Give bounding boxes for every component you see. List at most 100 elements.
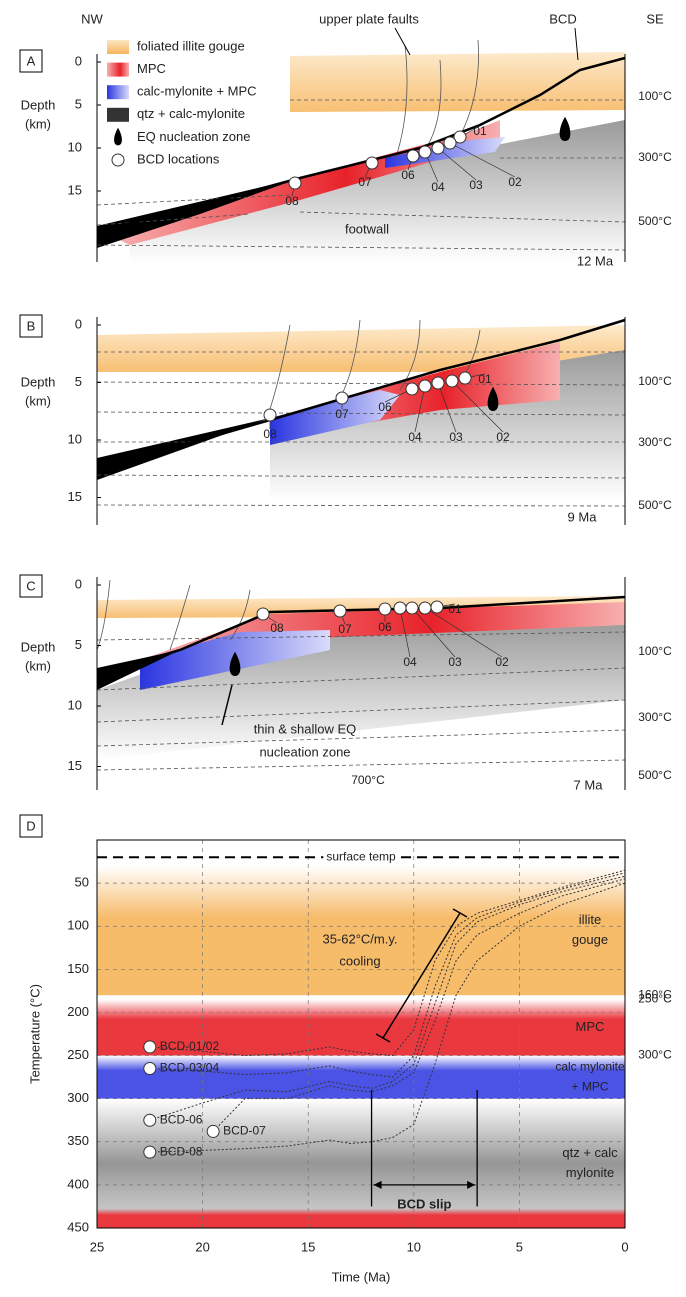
sample-marker <box>144 1114 156 1126</box>
bcd-location <box>459 372 471 384</box>
sample-marker <box>144 1146 156 1158</box>
legend-label: BCD-01/02 <box>160 1039 220 1053</box>
x-axis-title: Time (Ma) <box>332 1269 391 1284</box>
annotation: nucleation zone <box>259 744 350 759</box>
bcd-label: 04 <box>431 180 445 194</box>
isotherm-label: 300°C <box>638 435 672 449</box>
bcd-label: 08 <box>263 427 277 441</box>
legend-label: BCD-07 <box>223 1124 266 1138</box>
isotherm <box>97 760 625 770</box>
bcd-location <box>264 409 276 421</box>
bcd-label: 04 <box>408 430 422 444</box>
depth-tick-label: 5 <box>75 374 82 389</box>
depth-tick-label: 10 <box>68 139 82 154</box>
y-tick-label: 200 <box>67 1004 89 1019</box>
depth-tick-label: 15 <box>68 489 82 504</box>
bcd-label: 03 <box>448 655 462 669</box>
bcd-location <box>446 375 458 387</box>
depth-tick-label: 0 <box>75 316 82 331</box>
legend-label: foliated illite gouge <box>137 38 245 53</box>
y-tick-label: 50 <box>75 875 89 890</box>
bcd-label: 02 <box>496 430 510 444</box>
y-tick-label: 150 <box>67 961 89 976</box>
age-label: 9 Ma <box>568 509 598 524</box>
depth-tick-label: 5 <box>75 637 82 652</box>
bcd-label: 08 <box>285 194 299 208</box>
legend-label: MPC <box>137 61 166 76</box>
band-boundary-label: 300°C <box>638 1048 672 1062</box>
band-label: + MPC <box>571 1079 608 1093</box>
bcd-label: 07 <box>358 175 372 189</box>
depth-tick-label: 10 <box>68 431 82 446</box>
bcd-label: 02 <box>508 175 522 189</box>
depth-tick-label: 0 <box>75 576 82 591</box>
bcd-label: 03 <box>449 430 463 444</box>
arrow <box>395 28 410 55</box>
bcd-location <box>432 142 444 154</box>
bcd-location <box>419 602 431 614</box>
figure: ADepth(km)051015100°C300°C500°C12 Ma0102… <box>0 0 686 1292</box>
x-tick-label: 25 <box>90 1239 104 1254</box>
depth-tick-label: 0 <box>75 53 82 68</box>
age-label: 12 Ma <box>577 253 614 268</box>
eq-zone-symbol <box>114 128 122 146</box>
panel-label: C <box>26 578 35 593</box>
annotation: upper plate faults <box>319 11 419 26</box>
bcd-location <box>394 602 406 614</box>
depth-tick-label: 15 <box>68 182 82 197</box>
legend-label: BCD-03/04 <box>160 1061 220 1075</box>
axis-title: Depth <box>21 639 56 654</box>
bcd-location <box>406 383 418 395</box>
band-label: illite <box>579 912 601 927</box>
layer <box>97 620 625 760</box>
annotation: footwall <box>345 221 389 236</box>
bcd-location <box>432 377 444 389</box>
panel-label: B <box>27 318 36 333</box>
isotherm-label: 100°C <box>638 644 672 658</box>
bcd-location <box>419 380 431 392</box>
legend-swatch <box>107 40 129 54</box>
sample-marker <box>144 1041 156 1053</box>
annotation: thin & shallow EQ <box>254 721 357 736</box>
annotation: BCD <box>549 11 576 26</box>
legend-swatch <box>107 108 129 122</box>
direction-label: SE <box>646 11 664 26</box>
bcd-label: 06 <box>378 620 392 634</box>
depth-tick-label: 15 <box>68 758 82 773</box>
panel-label: D <box>26 818 35 833</box>
bcd-label: 01 <box>448 602 462 616</box>
x-tick-label: 0 <box>621 1239 628 1254</box>
x-tick-label: 15 <box>301 1239 315 1254</box>
isotherm-label: 100°C <box>638 374 672 388</box>
bcd-location <box>419 146 431 158</box>
x-tick-label: 10 <box>407 1239 421 1254</box>
x-tick-label: 20 <box>195 1239 209 1254</box>
isotherm-label: 500°C <box>638 214 672 228</box>
bcd-label: 01 <box>478 372 492 386</box>
axis-title: (km) <box>25 393 51 408</box>
isotherm-label: 500°C <box>638 498 672 512</box>
bcd-location <box>366 157 378 169</box>
band-label: calc mylonite <box>555 1059 625 1073</box>
bcd-location <box>406 602 418 614</box>
y-tick-label: 350 <box>67 1133 89 1148</box>
band-label: mylonite <box>566 1165 614 1180</box>
legend-label: EQ nucleation zone <box>137 129 250 144</box>
legend-label: BCD-06 <box>160 1112 203 1126</box>
panel-label: A <box>27 53 36 68</box>
legend-swatch <box>112 154 124 166</box>
legend-swatch <box>107 63 129 77</box>
isotherm-label: 500°C <box>638 768 672 782</box>
bcd-label: 07 <box>338 622 352 636</box>
bcd-label: 04 <box>403 655 417 669</box>
bcd-location <box>379 603 391 615</box>
bcd-location <box>289 177 301 189</box>
band-label: MPC <box>576 1019 605 1034</box>
band-boundary-label: 250°C <box>638 992 672 1006</box>
y-tick-label: 400 <box>67 1176 89 1191</box>
legend-swatch <box>107 85 129 99</box>
legend-label: BCD-08 <box>160 1144 203 1158</box>
band-label: gouge <box>572 932 608 947</box>
direction-label: NW <box>81 11 103 26</box>
isotherm-label: 300°C <box>638 710 672 724</box>
